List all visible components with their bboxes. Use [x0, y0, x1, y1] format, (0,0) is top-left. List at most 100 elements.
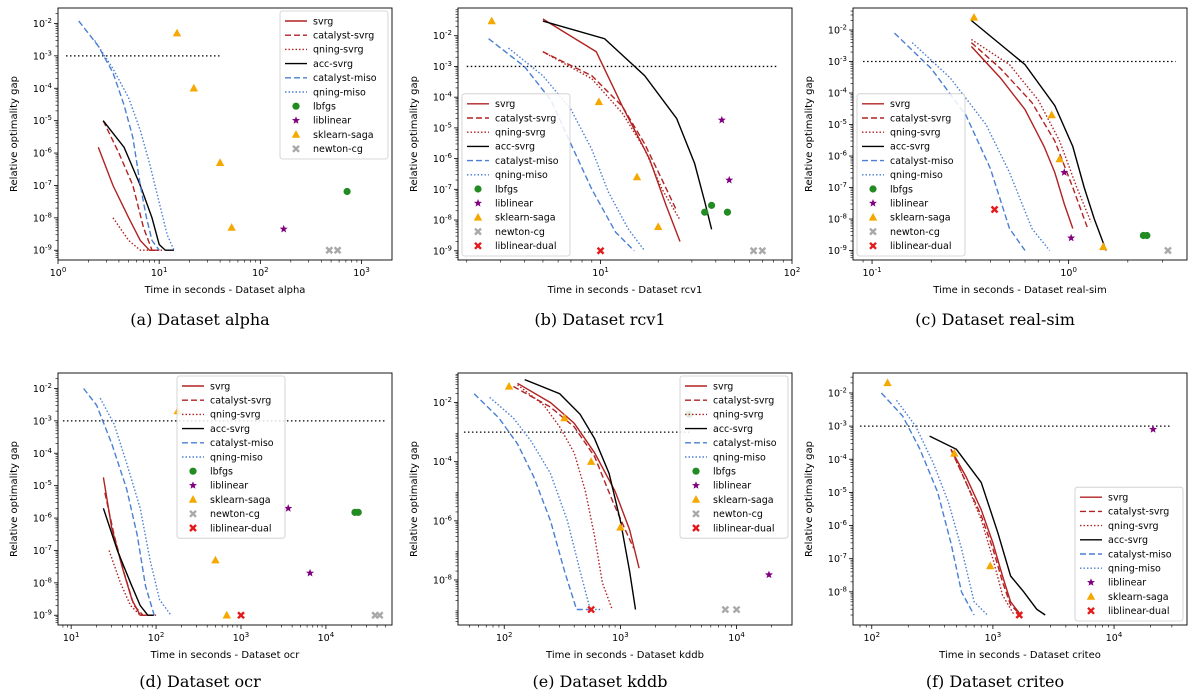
legend-marker-newton-cg [189, 509, 197, 518]
legend-label-liblinear-dual: liblinear-dual [713, 523, 775, 534]
legend-marker-liblinear [869, 199, 877, 207]
legend-label-lbfgs: lbfgs [713, 467, 736, 478]
legend-label-catalyst-miso: catalyst-miso [313, 73, 377, 84]
marker-stroke [869, 241, 877, 250]
legend-label-liblinear-dual: liblinear-dual [495, 241, 557, 252]
point-sklearn-saga [1047, 110, 1056, 119]
y-axis-label: Relative optimality gap [409, 441, 420, 557]
caption-rcv1: (b) Dataset rcv1 [534, 310, 666, 329]
marker-stroke [325, 246, 334, 255]
legend-marker-liblinear [189, 481, 197, 489]
y-tick-label: 10-5 [33, 114, 52, 127]
point-sklearn-saga [560, 413, 569, 422]
marker-stroke [692, 509, 700, 518]
legend-label-acc-svrg: acc-svrg [713, 424, 753, 435]
series-line-svrg [542, 18, 681, 242]
x-tick-label: 100 [50, 266, 67, 279]
legend-marker-lbfgs [692, 467, 700, 475]
marker-stroke [292, 144, 300, 153]
x-tick-label: 102 [784, 266, 801, 279]
x-tick-label: 103 [985, 631, 1002, 644]
x-tick-label: 100 [1060, 266, 1077, 279]
panel-alpha: 100 101 102 103 10-9 10-8 10-7 10-6 10-5 10-4 10-3… [0, 0, 400, 300]
marker-stroke [474, 241, 482, 250]
legend-label-qning-svrg: qning-svrg [210, 410, 261, 421]
y-tick-label: 10-4 [828, 87, 848, 100]
legend-marker-newton-cg [692, 509, 700, 518]
marker-stroke [692, 524, 700, 532]
x-tick-label: 103 [353, 266, 370, 279]
point-liblinear [717, 115, 726, 124]
plot-frame [852, 372, 1188, 626]
point-sklearn-saga [969, 12, 979, 21]
legend-label-qning-svrg: qning-svrg [890, 128, 941, 139]
x-tick-label: 103 [612, 631, 629, 644]
legend-label-liblinear-dual: liblinear-dual [890, 241, 952, 252]
panel-rcv1: 101 102 10-9 10-8 10-7 10-6 10-5 10-4 10-3 10-2 Ti… [400, 0, 800, 300]
y-tick-label: 10-3 [33, 414, 52, 427]
y-tick-label: 10-7 [433, 183, 452, 196]
point-liblinear [725, 175, 734, 184]
legend-box [1074, 486, 1184, 622]
series-line-catalyst-svrg [970, 42, 1089, 229]
legend-marker-sklearn-saga [291, 130, 301, 138]
y-tick-label: 10-9 [433, 244, 452, 257]
x-axis-label: Time in seconds - Dataset kddb [545, 650, 704, 661]
point-lbfgs [1143, 231, 1151, 240]
marker-stroke [375, 611, 384, 620]
y-tick-label: 10-7 [828, 181, 847, 194]
y-tick-label: 10-4 [828, 453, 848, 466]
point-lbfgs [707, 201, 716, 209]
y-tick-label: 10-3 [433, 60, 452, 73]
caption-kddb: (e) Dataset kddb [532, 672, 668, 691]
y-tick-label: 10-2 [828, 386, 847, 399]
plot-frame [57, 7, 393, 261]
legend-label-liblinear: liblinear [713, 481, 751, 492]
chart-rcv1: 101 102 10-9 10-8 10-7 10-6 10-5 10-4 10-3 10-2 Ti… [409, 7, 801, 296]
point-liblinear [764, 570, 773, 579]
marker-stroke [1087, 606, 1095, 615]
y-tick-label: 10-5 [828, 118, 847, 131]
series-line-acc-svrg [524, 378, 637, 610]
legend-label-acc-svrg: acc-svrg [313, 59, 353, 70]
y-tick-label: 10-8 [33, 576, 52, 589]
y-tick-label: 10-7 [33, 179, 52, 192]
legend-marker-newton-cg [869, 227, 877, 236]
series-line-acc-svrg [970, 19, 1107, 251]
legend-label-catalyst-miso: catalyst-miso [890, 156, 954, 167]
marker-stroke [596, 246, 605, 255]
series-line-qning-miso [99, 397, 172, 616]
x-axis-label: Time in seconds - Dataset rcv1 [547, 285, 703, 296]
marker-stroke [474, 227, 482, 236]
legend-label-liblinear: liblinear [495, 199, 533, 210]
point-lbfgs [343, 187, 351, 196]
legend-box [461, 93, 571, 257]
y-axis-label: Relative optimality gap [409, 76, 420, 192]
legend-label-acc-svrg: acc-svrg [495, 142, 535, 153]
legend-label-qning-miso: qning-miso [1108, 564, 1161, 575]
legend-box [176, 375, 286, 539]
legend-label-liblinear-dual: liblinear-dual [1108, 606, 1170, 617]
series-line-catalyst-miso [83, 388, 155, 616]
y-tick-label: 10-6 [828, 519, 848, 532]
point-newton-cg [732, 605, 741, 614]
y-tick-label: 10-4 [433, 91, 453, 104]
point-sklearn-saga [1055, 154, 1064, 163]
legend-label-liblinear: liblinear [1108, 578, 1146, 589]
legend-label-catalyst-miso: catalyst-miso [495, 156, 559, 167]
legend-label-newton-cg: newton-cg [210, 509, 260, 520]
y-tick-label: 10-9 [828, 244, 847, 257]
legend-label-svrg: svrg [713, 381, 733, 392]
series-line-qning-miso [895, 399, 988, 616]
legend-marker-liblinear-dual [1087, 606, 1095, 615]
caption-ocr: (d) Dataset ocr [139, 672, 261, 691]
legend-label-lbfgs: lbfgs [313, 102, 336, 113]
series-line-acc-svrg [102, 120, 174, 251]
y-tick-label: 10-5 [828, 486, 847, 499]
series-line-qning-miso [507, 47, 646, 252]
y-tick-label: 10-6 [33, 512, 53, 525]
y-tick-label: 10-2 [33, 382, 52, 395]
legend-label-sklearn-saga: sklearn-saga [890, 213, 951, 224]
series-line-acc-svrg [102, 508, 155, 616]
x-tick-label: 10-1 [863, 266, 882, 279]
